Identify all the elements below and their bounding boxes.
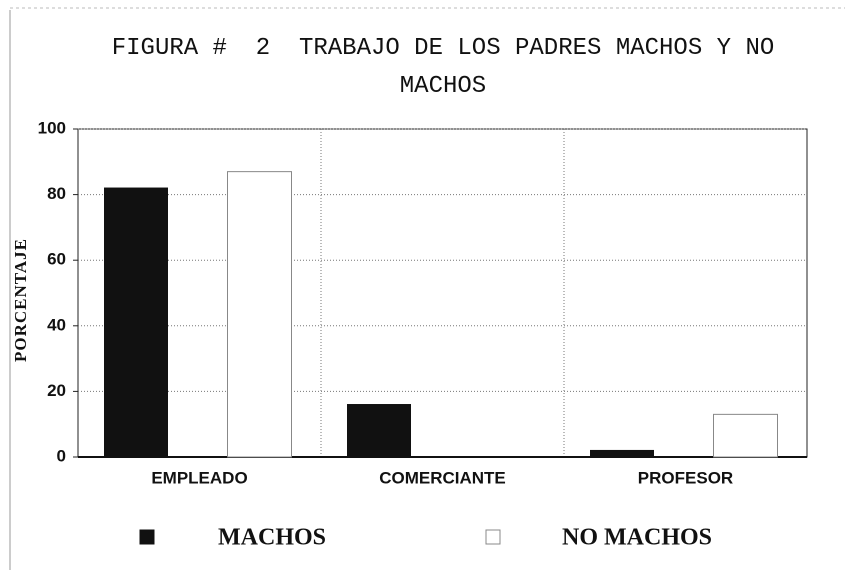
bar [590,449,654,458]
bar [227,171,292,458]
legend-label: MACHOS [218,525,326,551]
bar [347,404,411,458]
y-tick-label: 0 [57,446,66,465]
legend-label: NO MACHOS [562,525,712,551]
legend-swatch [139,529,155,545]
y-axis-label: PORCENTAJE [11,238,30,362]
x-tick-label: EMPLEADO [151,468,247,487]
plot-area [77,128,808,458]
x-tick-label: PROFESOR [638,468,733,487]
bar [104,187,168,458]
y-tick-label: 60 [47,250,66,269]
y-tick-label: 20 [47,381,66,400]
y-tick-label: 100 [38,118,66,137]
y-tick-label: 40 [47,315,66,334]
x-tick-label: COMERCIANTE [379,468,506,487]
chart-title: FIGURA # 2 TRABAJO DE LOS PADRES MACHOS … [111,35,789,100]
bar [713,413,778,458]
y-tick-label: 80 [47,184,66,203]
legend-swatch [485,529,501,545]
